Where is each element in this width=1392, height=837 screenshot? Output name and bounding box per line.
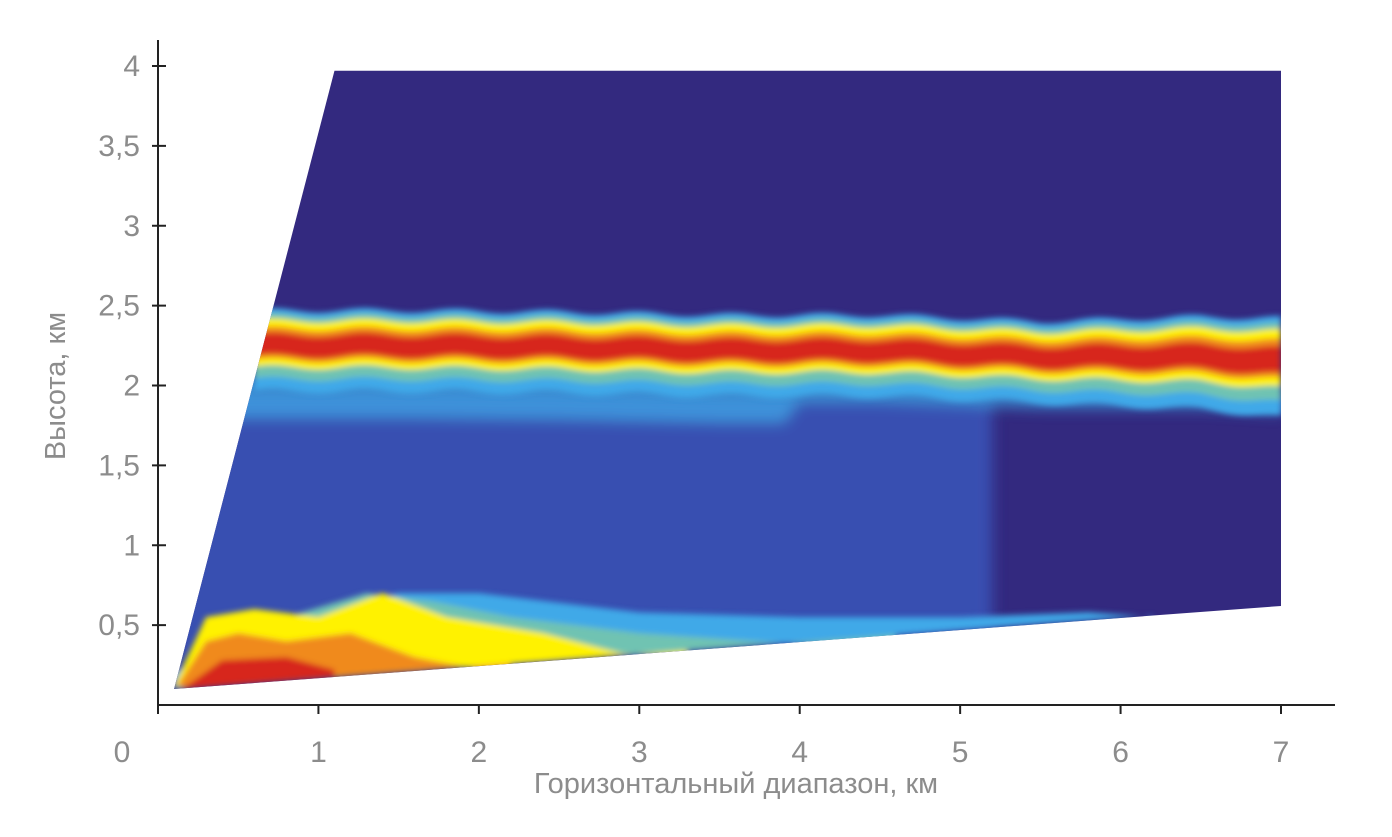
y-tick-label: 3,5 [98,130,140,163]
y-axis-title: Высота, км [40,312,72,460]
y-tick-label: 3 [123,210,140,243]
y-axis-ticks: 0,5 1 1,5 2 2,5 3 3,5 4 [98,50,166,642]
surface-red [182,657,335,690]
x-axis-ticks: 0 1 2 3 4 5 6 7 [114,705,1290,769]
elevated-layer [254,308,1281,416]
x-tick-label: 6 [1112,736,1129,769]
axes [157,40,1335,706]
surface-layer [174,593,1153,690]
x-tick-label: 3 [631,736,648,769]
heatmap-layer [174,70,1281,690]
y-tick-label: 1,5 [98,449,140,482]
y-tick-label: 2,5 [98,290,140,323]
x-tick-label: 4 [791,736,808,769]
y-tick-label: 2 [123,370,140,403]
x-tick-label: 1 [310,736,327,769]
layer-core-red [254,332,1281,374]
x-tick-label: 5 [952,736,969,769]
x-tick-label: 0 [114,736,131,769]
y-tick-label: 1 [123,529,140,562]
y-tick-label: 0,5 [98,609,140,642]
x-tick-label: 7 [1273,736,1290,769]
y-tick-label: 4 [123,50,140,83]
x-axis-title: Горизонтальный диапазон, км [534,768,938,800]
x-tick-label: 2 [471,736,488,769]
